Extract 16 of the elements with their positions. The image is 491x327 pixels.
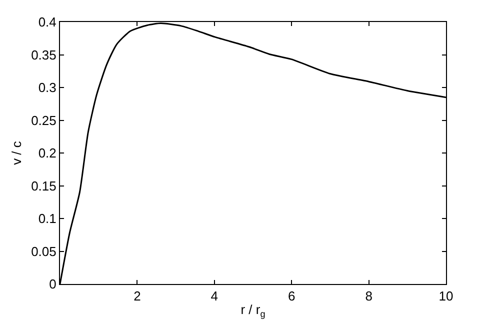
x-axis-title: r / r$_{g}$ <box>240 302 266 319</box>
x-tick-label: 4 <box>210 288 218 304</box>
x-tick-label: 6 <box>288 288 296 304</box>
y-axis-title: v / c <box>9 140 24 165</box>
x-tick-label: 10 <box>438 288 454 304</box>
x-tick-label: 8 <box>365 288 372 304</box>
y-tick-label: 0.3 <box>38 80 56 96</box>
y-tick-label: 0.35 <box>31 47 56 62</box>
y-tick-label: 0.05 <box>31 244 56 259</box>
y-tick-label: 0.2 <box>38 146 56 161</box>
y-tick-label: 0.4 <box>38 14 56 30</box>
y-tick-label: 0.1 <box>38 211 56 226</box>
x-tick-label: 2 <box>134 288 141 304</box>
y-tick-label: 0.25 <box>31 112 56 128</box>
y-tick-label: 0 <box>49 276 56 292</box>
y-tick-label: 0.15 <box>31 178 56 194</box>
